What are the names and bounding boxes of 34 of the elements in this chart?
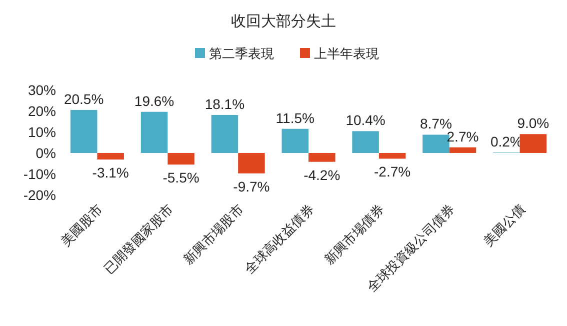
data-label: -2.7% bbox=[374, 164, 411, 180]
bar bbox=[211, 114, 238, 153]
legend-label: 上半年表現 bbox=[314, 46, 379, 61]
y-tick-label: -20% bbox=[23, 187, 56, 203]
x-tick-label: 美國公債 bbox=[480, 202, 528, 249]
data-label: 20.5% bbox=[64, 90, 104, 107]
bar bbox=[520, 134, 547, 153]
bar bbox=[449, 147, 476, 153]
bar bbox=[352, 131, 379, 153]
data-label: 19.6% bbox=[134, 92, 174, 109]
chart-title: 收回大部分失土 bbox=[231, 13, 336, 30]
data-label: -5.5% bbox=[162, 170, 200, 186]
data-label: 10.4% bbox=[346, 112, 386, 128]
bar bbox=[238, 153, 265, 174]
bar bbox=[97, 153, 124, 160]
data-label: 11.5% bbox=[276, 110, 314, 126]
y-tick-label: 30% bbox=[28, 82, 56, 98]
data-label: -9.7% bbox=[233, 178, 270, 194]
y-tick-label: 0% bbox=[36, 145, 56, 161]
bar bbox=[282, 128, 308, 153]
y-tick-label: -10% bbox=[23, 166, 56, 182]
legend-label: 第二季表現 bbox=[209, 46, 274, 61]
bar bbox=[70, 110, 98, 153]
y-tick-label: 10% bbox=[28, 124, 56, 140]
data-label: 18.1% bbox=[204, 96, 245, 112]
data-label: -3.1% bbox=[92, 164, 129, 181]
bar bbox=[378, 153, 406, 159]
bar bbox=[308, 153, 336, 162]
y-tick-label: 20% bbox=[28, 103, 56, 119]
data-label: 9.0% bbox=[517, 115, 550, 132]
bar bbox=[168, 153, 194, 165]
bar bbox=[422, 134, 450, 153]
data-label: -4.2% bbox=[304, 166, 340, 183]
bar bbox=[140, 112, 168, 153]
